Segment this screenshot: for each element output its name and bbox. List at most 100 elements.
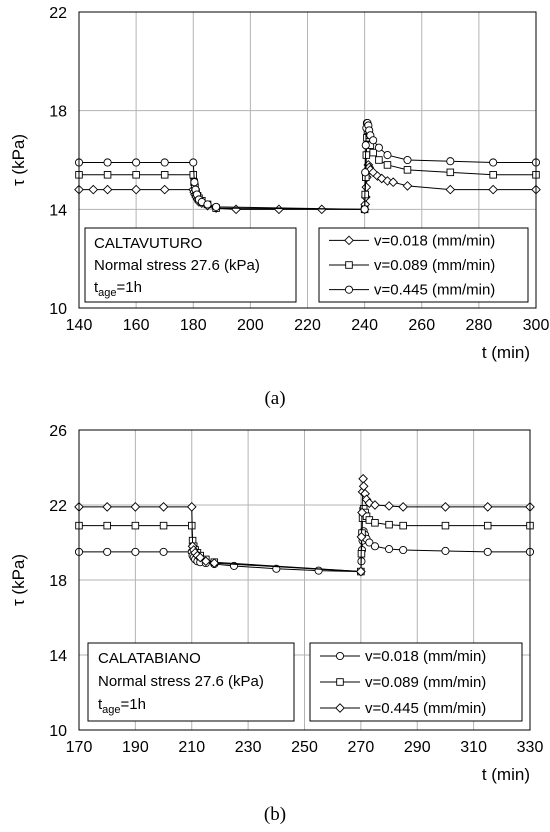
chart-b-y-tick-label: 22	[49, 498, 67, 515]
chart-b-series-2-point	[159, 521, 168, 530]
chart-a-legend-label: v=0.089 (mm/min)	[374, 257, 495, 274]
chart-a-series-1-point	[445, 184, 456, 195]
chart-a-series-2-point	[383, 161, 392, 169]
chart-b-series-1-point	[103, 547, 112, 556]
chart-a-legend-marker	[344, 285, 354, 294]
chart-a-series-3-point	[489, 158, 498, 167]
chart-b-series-1-point	[441, 546, 450, 555]
chart-b-series-3-point	[370, 500, 380, 510]
chart-b-series-1-point	[365, 538, 374, 547]
chart-b-series-3-point	[358, 473, 368, 484]
chart-b-series-3-point	[357, 507, 367, 518]
chart-a-x-tick-label: 240	[351, 317, 378, 334]
chart-a-series-1-point	[102, 184, 113, 195]
chart-b-x-ticks: 170 190 210 230 250 270 290 310 330	[66, 739, 544, 756]
chart-b-normal-stress: Normal stress 27.6 (kPa)	[98, 673, 264, 690]
chart-a-series-3-point	[403, 155, 412, 165]
chart-b-series-2-point	[103, 521, 111, 530]
chart-b-series-3-point	[356, 566, 366, 577]
chart-b-series-1-point	[159, 547, 168, 556]
chart-b-y-axis-label: τ (kPa)	[9, 554, 28, 606]
chart-a-series-3-point	[361, 141, 370, 150]
chart-b-legend-entry-1: v=0.018 (mm/min)	[320, 648, 486, 665]
chart-b-caption: (b)	[264, 804, 286, 825]
chart-a-series-1-point	[402, 181, 413, 191]
chart-a-series-2-point	[369, 148, 377, 157]
chart-b-series-3-point	[356, 532, 367, 542]
chart-a-x-ticks: 140 160 180 200 220 240 260 280 300	[66, 317, 550, 334]
chart-b-series-1-point	[399, 545, 408, 555]
chart-a-series-1-point	[159, 184, 170, 195]
chart-b-series-2-point	[371, 519, 379, 527]
chart-a-x-tick-label: 220	[294, 317, 321, 334]
chart-b-series-3-point	[186, 502, 197, 512]
chart-b-y-tick-label: 26	[49, 423, 67, 440]
chart-a-x-tick-label: 300	[523, 317, 550, 334]
chart-b-legend-marker	[335, 703, 345, 713]
chart-b-series-1-point	[314, 566, 323, 575]
chart-a: 140 160 180 200 220 240 260 280 300 10 14 18 22 τ (…	[9, 5, 549, 409]
chart-a-legend-marker	[345, 261, 353, 269]
chart-b-series-3-point	[440, 502, 451, 512]
chart-b-x-tick-label: 190	[122, 739, 149, 756]
chart-a-series-3-point	[103, 158, 112, 167]
chart-a-y-axis-label: τ (kPa)	[9, 134, 28, 186]
chart-a-aging-time-sub: age	[98, 287, 116, 299]
chart-b-series-3-point	[201, 556, 211, 567]
chart-b-y-tick-label: 10	[49, 723, 67, 740]
chart-b-series-2-point	[385, 520, 393, 529]
chart-b-x-tick-label: 250	[291, 739, 318, 756]
chart-a-x-tick-label: 280	[466, 317, 493, 334]
chart-a-series-3-point	[361, 168, 370, 177]
chart-a-series-3-line	[79, 122, 536, 210]
chart-a-x-tick-label: 180	[180, 317, 207, 334]
chart-a-series-1-point	[88, 184, 99, 195]
chart-a-series-2-point	[132, 171, 140, 179]
chart-a-y-tick-label: 10	[49, 301, 67, 318]
chart-a-x-tick-label: 260	[408, 317, 435, 334]
chart-b-y-ticks: 10 14 18 22 26	[49, 423, 67, 740]
chart-a-series-2-point	[446, 168, 455, 177]
chart-a-x-tick-label: 160	[123, 317, 150, 334]
chart-b-series-1-point	[385, 545, 394, 554]
chart-b-legend-entry-2: v=0.089 (mm/min)	[320, 674, 486, 691]
chart-b-aging-time: tage=1h	[98, 696, 146, 716]
chart-a-series-2-point	[403, 166, 412, 174]
chart-a-y-tick-label: 22	[49, 5, 67, 22]
chart-a-series-2-point	[160, 171, 169, 179]
chart-a-series-3-point	[190, 178, 199, 187]
chart-a-plot-frame	[78, 11, 537, 309]
chart-b-series-3-point	[482, 502, 493, 512]
chart-b-series-3-point	[209, 558, 220, 568]
chart-b-legend-marker	[335, 651, 345, 661]
chart-a-aging-time-t: t	[94, 279, 99, 296]
chart-b-legend: v=0.018 (mm/min) v=0.089 (mm/min) v=0.445 …	[309, 642, 523, 722]
chart-a-x-axis-label: t (min)	[482, 343, 530, 362]
chart-a-legend: v=0.018 (mm/min) v=0.089 (mm/min) v=0.445 …	[318, 227, 529, 303]
chart-b-x-tick-label: 230	[235, 739, 262, 756]
chart-a-legend-label: v=0.018 (mm/min)	[374, 232, 495, 249]
chart-a-y-ticks: 10 14 18 22	[49, 5, 67, 318]
chart-a-series-3-point	[160, 158, 169, 167]
chart-a-series-1-point	[488, 184, 498, 195]
chart-a-legend-entry-2: v=0.089 (mm/min)	[329, 257, 495, 274]
chart-a-site-name: CALTAVUTURO	[94, 235, 202, 252]
chart-a-series-3-point	[189, 158, 198, 167]
chart-b-legend-marker	[336, 678, 344, 686]
chart-b-legend-entry-3: v=0.445 (mm/min)	[320, 700, 486, 717]
chart-a-series-3-point	[446, 157, 455, 166]
chart-b-aging-time-sub: age	[102, 704, 120, 716]
chart-b-legend-label: v=0.018 (mm/min)	[365, 648, 486, 665]
chart-a-series-3-point	[132, 158, 141, 167]
chart-a-series-3-point	[212, 202, 221, 211]
chart-b-x-tick-label: 330	[517, 739, 544, 756]
chart-b-x-tick-label: 310	[460, 739, 487, 756]
chart-a-series-3-point	[374, 143, 383, 152]
chart-b-x-tick-label: 290	[404, 739, 431, 756]
chart-b-series-3-point	[398, 502, 408, 512]
chart-a-x-tick-label: 200	[237, 317, 264, 334]
chart-b-series-3-point	[384, 501, 394, 511]
chart-a-normal-stress: Normal stress 27.6 (kPa)	[94, 257, 260, 274]
chart-b-plot-frame	[78, 429, 531, 731]
chart-a-series-1-point	[231, 204, 241, 215]
